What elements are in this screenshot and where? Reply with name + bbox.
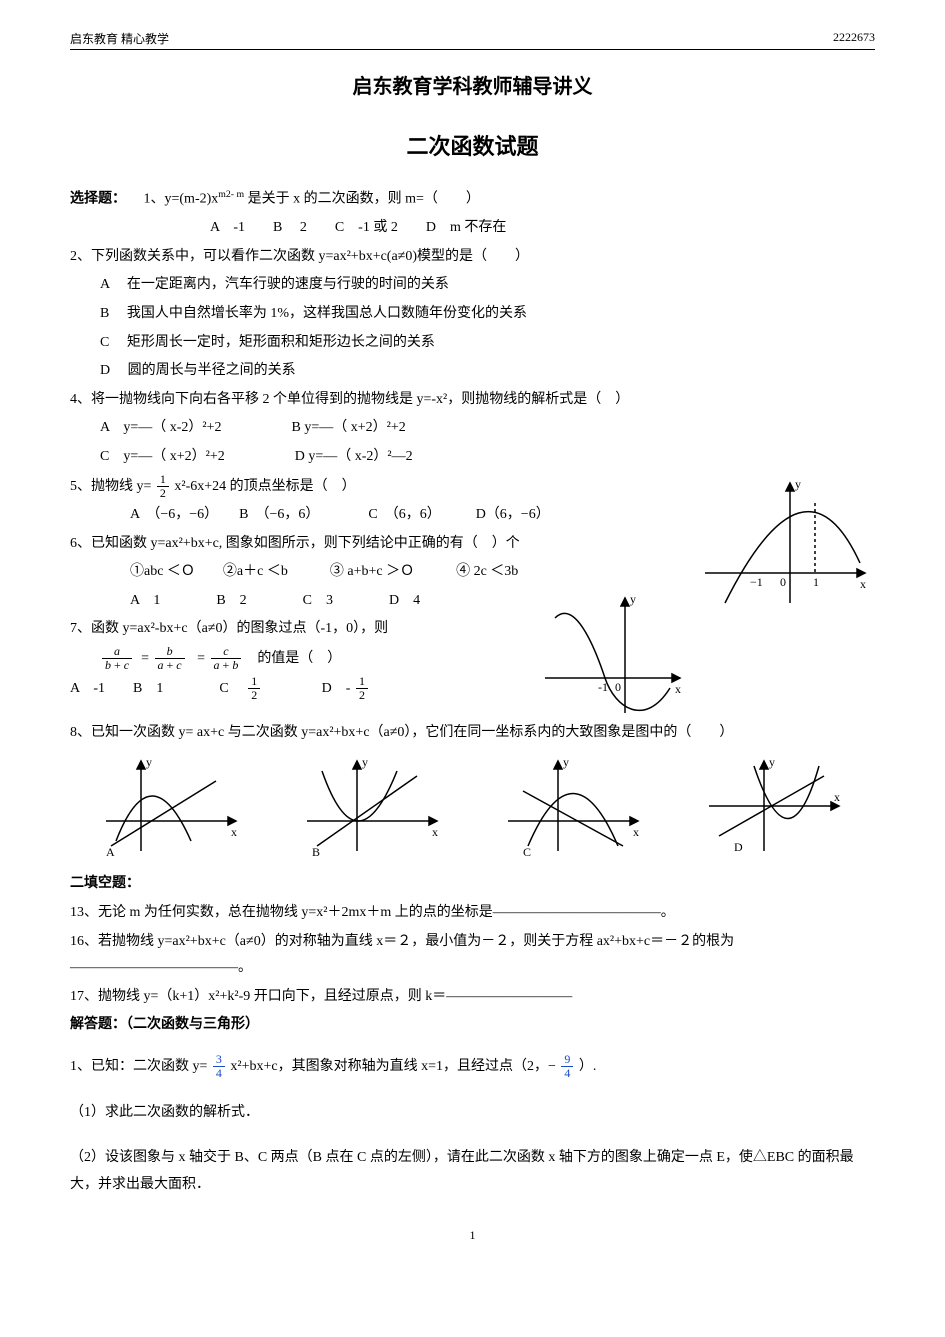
- solve1-pre: 1、已知：二次函数 y=: [70, 1059, 207, 1074]
- graph-q7-y: y: [630, 592, 636, 606]
- graph-q6-one: 1: [813, 575, 819, 589]
- svg-text:y: y: [563, 755, 569, 769]
- q1-sup: m2- m: [218, 189, 244, 200]
- header-left: 启东教育 精心教学: [70, 30, 169, 47]
- q1-stem-pre: 1、y=(m-2)x: [144, 192, 219, 207]
- svg-text:y: y: [769, 755, 775, 769]
- q8-graph-a: x y A: [96, 751, 246, 861]
- question-17: 17、抛物线 y=（k+1）x²+k²-9 开口向下，且经过原点，则 k＝———…: [70, 984, 875, 1011]
- page-number: 1: [70, 1228, 875, 1243]
- q5-post: x²-6x+24 的顶点坐标是（ ）: [174, 479, 355, 494]
- svg-text:y: y: [146, 755, 152, 769]
- svg-text:x: x: [834, 790, 840, 804]
- q8-label-d: D: [734, 840, 743, 854]
- q7-opts-mid: D -: [266, 680, 351, 695]
- q2-opt-b: B 我国人中自然增长率为 1%，这样我国总人口数随年份变化的关系: [70, 301, 875, 328]
- graph-q6-zero: 0: [780, 575, 786, 589]
- q2-opt-a: A 在一定距离内，汽车行驶的速度与行驶的时间的关系: [70, 272, 875, 299]
- question-7: 7、函数 y=ax²-bx+c（a≠0）的图象过点（-1，0），则: [70, 616, 875, 643]
- q5-frac: 12: [157, 473, 169, 500]
- svg-text:x: x: [231, 825, 237, 839]
- q1-options: A -1 B 2 C -1 或 2 D m 不存在: [70, 215, 875, 242]
- graph-q7-zero: 0: [615, 680, 621, 694]
- section-title: 二次函数试题: [70, 129, 875, 161]
- q8-graph-d: x y D: [699, 751, 849, 861]
- svg-text:y: y: [362, 755, 368, 769]
- solve1-post: ）.: [579, 1059, 597, 1074]
- header-right: 2222673: [833, 30, 875, 47]
- solve-label: 解答题：（二次函数与三角形）: [70, 1012, 875, 1039]
- page: 启东教育 精心教学 2222673 启东教育学科教师辅导讲义 二次函数试题 选择…: [0, 0, 945, 1283]
- fill-label: 二填空题：: [70, 871, 875, 898]
- graph-q6-x: x: [860, 577, 866, 591]
- doc-title: 启东教育学科教师辅导讲义: [70, 70, 875, 99]
- question-4: 4、将一抛物线向下向右各平移 2 个单位得到的抛物线是 y=-x²，则抛物线的解…: [70, 387, 875, 414]
- q2-opt-d: D 圆的周长与半径之间的关系: [70, 358, 875, 385]
- solve-1-p1: （1）求此二次函数的解析式．: [70, 1100, 875, 1127]
- graph-q7: x y -1 0: [535, 588, 685, 718]
- question-13: 13、无论 m 为任何实数，总在抛物线 y=x²＋2mx＋m 上的点的坐标是——…: [70, 900, 875, 927]
- q7-equation: ab + c = ba + c = ca + b 的值是（ ）: [70, 645, 875, 673]
- q5-pre: 5、抛物线 y=: [70, 479, 155, 494]
- q7-options: A -1 B 1 C 12 D - 12: [70, 675, 875, 703]
- q8-graph-c: x y C: [498, 751, 648, 861]
- graph-q6: x y −1 0 1: [695, 473, 875, 613]
- q7-eq-label: 的值是（ ）: [254, 651, 342, 666]
- q7-opts-pre: A -1 B 1 C: [70, 680, 243, 695]
- q4-opts-line2: C y=—（ x+2）²+2 D y=—（ x-2）²—2: [70, 444, 875, 471]
- q2-opt-c: C 矩形周长一定时，矩形面积和矩形边长之间的关系: [70, 330, 875, 357]
- question-8: 8、已知一次函数 y= ax+c 与二次函数 y=ax²+bx+c（a≠0），它…: [70, 720, 875, 747]
- graph-q7-x: x: [675, 682, 681, 696]
- q8-graphs: x y A x y B x y C: [70, 751, 875, 861]
- q8-label-a: A: [106, 845, 115, 859]
- choice-label: 选择题：: [70, 192, 126, 207]
- solve-1-p2: （2）设该图象与 x 轴交于 B、C 两点（B 点在 C 点的左侧），请在此二次…: [70, 1145, 875, 1198]
- q1-stem-post: 是关于 x 的二次函数，则 m=（ ）: [244, 192, 480, 207]
- q8-graph-b: x y B: [297, 751, 447, 861]
- solve-1-stem: 1、已知：二次函数 y= 34 x²+bx+c，其图象对称轴为直线 x=1，且经…: [70, 1053, 875, 1081]
- question-2: 2、下列函数关系中，可以看作二次函数 y=ax²+bx+c(a≠0)模型的是（ …: [70, 244, 875, 271]
- page-header: 启东教育 精心教学 2222673: [70, 30, 875, 50]
- q8-label-c: C: [523, 845, 531, 859]
- solve1-mid: x²+bx+c，其图象对称轴为直线 x=1，且经过点（2，−: [230, 1059, 556, 1074]
- question-16: 16、若抛物线 y=ax²+bx+c（a≠0）的对称轴为直线 x＝２，最小值为－…: [70, 929, 875, 982]
- question-1: 选择题： 1、y=(m-2)xm2- m 是关于 x 的二次函数，则 m=（ ）: [70, 186, 875, 213]
- q8-label-b: B: [312, 845, 320, 859]
- q4-opts-line1: A y=—（ x-2）²+2 B y=—（ x+2）²+2: [70, 415, 875, 442]
- graph-q6-y: y: [795, 477, 801, 491]
- graph-q6-minus1: −1: [750, 575, 763, 589]
- svg-text:x: x: [432, 825, 438, 839]
- svg-text:x: x: [633, 825, 639, 839]
- graph-q7-minus1: -1: [598, 680, 608, 694]
